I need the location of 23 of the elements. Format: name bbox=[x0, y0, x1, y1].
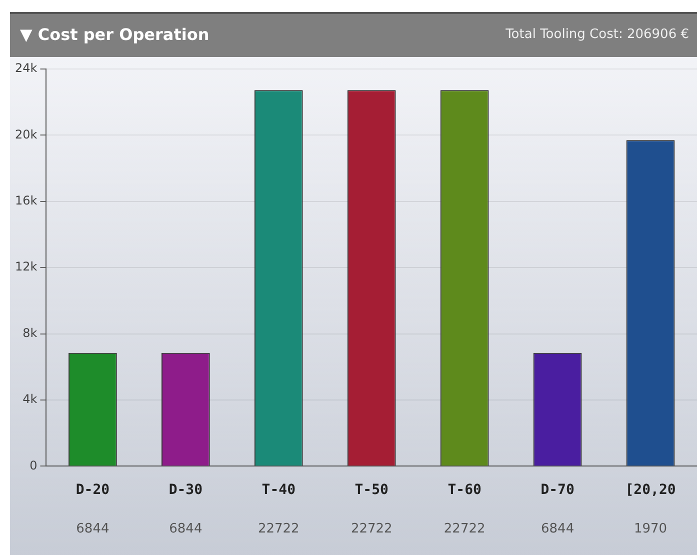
y-tick-label: 4k bbox=[22, 392, 38, 406]
y-tick-label: 16k bbox=[15, 194, 38, 208]
data-label: 22722 bbox=[258, 522, 300, 537]
x-tick-label: D-20 bbox=[76, 482, 110, 498]
x-tick-label: [20,20 bbox=[625, 482, 676, 498]
data-label: 22722 bbox=[444, 522, 486, 537]
y-tick-label: 12k bbox=[15, 260, 38, 274]
x-tick-label: T-40 bbox=[262, 482, 296, 498]
chart-title: ▼ Cost per Operation bbox=[20, 25, 210, 44]
data-label: 22722 bbox=[350, 522, 392, 537]
data-label: 6844 bbox=[541, 522, 574, 537]
y-tick-label: 24k bbox=[15, 61, 38, 76]
y-tick-label: 8k bbox=[22, 326, 38, 340]
data-label: 6844 bbox=[76, 522, 110, 537]
text: 1970 bbox=[634, 522, 668, 537]
chart-subtitle: Total Tooling Cost: 206906 € bbox=[506, 27, 689, 42]
x-tick-label: D-70 bbox=[540, 482, 574, 498]
y-tick-label: 0 bbox=[30, 458, 38, 472]
y-tick-label: 20k bbox=[15, 127, 38, 142]
x-tick-label: T-60 bbox=[448, 482, 482, 498]
x-tick-label: D-30 bbox=[168, 482, 203, 498]
x-tick-label: T-50 bbox=[354, 482, 388, 498]
data-label: 6844 bbox=[169, 522, 202, 537]
